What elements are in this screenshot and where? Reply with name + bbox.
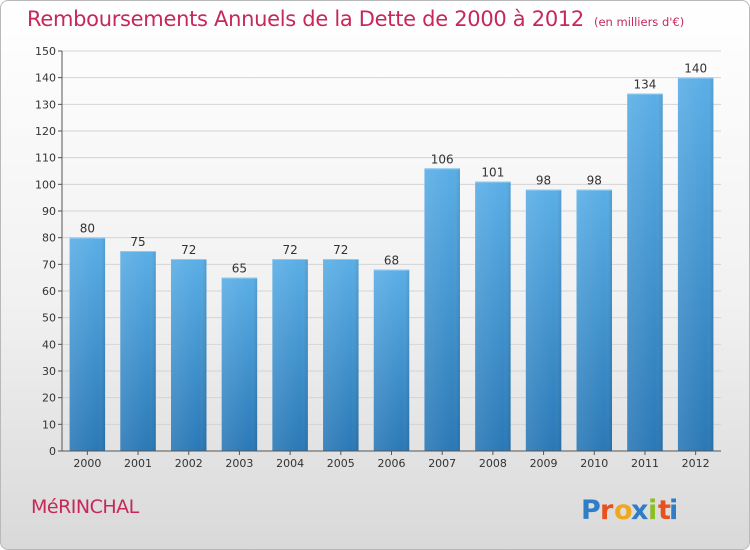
bar-shade xyxy=(576,189,613,451)
bar-shade xyxy=(627,93,663,452)
bar-value-label: 140 xyxy=(684,62,707,76)
y-tick-label: 90 xyxy=(42,205,56,218)
logo-letter: r xyxy=(600,495,614,525)
bar-shade xyxy=(525,189,562,451)
axes: 0 10 20 30 40 50 60 70 80 90 100 110 120 130 140 150 200… xyxy=(35,45,721,470)
logo-letter: o xyxy=(614,495,633,525)
bar-shade xyxy=(424,168,460,452)
y-tick-label: 150 xyxy=(35,45,56,58)
bar-shade xyxy=(677,77,714,452)
x-tick-label: 2004 xyxy=(276,457,304,470)
x-tick-label: 2008 xyxy=(479,457,507,470)
bar-shade xyxy=(69,237,106,451)
bar-shade xyxy=(272,259,308,451)
bar-value-label: 68 xyxy=(384,254,399,268)
y-tick-label: 20 xyxy=(42,392,56,405)
bar-value-label: 65 xyxy=(232,262,247,276)
bar-value-label: 72 xyxy=(333,243,348,257)
y-tick-label: 110 xyxy=(35,152,56,165)
x-tick-label: 2001 xyxy=(124,457,152,470)
bars: 80 75 72 65 72 72 68 106 101 98 98 134 140 xyxy=(69,62,714,452)
chart-title: Remboursements Annuels de la Dette de 20… xyxy=(27,7,684,31)
bar-value-label: 98 xyxy=(587,174,602,188)
y-tick-label: 60 xyxy=(42,285,56,298)
bar-value-label: 75 xyxy=(130,235,145,249)
bar-value-label: 101 xyxy=(481,166,504,180)
logo-letter: t xyxy=(658,495,671,525)
x-tick-label: 2000 xyxy=(73,457,101,470)
y-tick-label: 40 xyxy=(42,338,56,351)
x-tick-label: 2011 xyxy=(631,457,659,470)
y-tick-label: 10 xyxy=(42,418,56,431)
y-tick-label: 30 xyxy=(42,365,56,378)
x-tick-label: 2002 xyxy=(175,457,203,470)
bar-shade xyxy=(373,269,410,451)
y-tick-label: 70 xyxy=(42,258,56,271)
bar-shade xyxy=(120,251,156,451)
bar-value-label: 134 xyxy=(634,78,657,92)
x-tick-label: 2010 xyxy=(580,457,608,470)
bar-shade xyxy=(221,277,258,451)
x-tick-label: 2007 xyxy=(428,457,456,470)
x-tick-label: 2012 xyxy=(682,457,710,470)
y-tick-label: 100 xyxy=(35,178,56,191)
bar-shade xyxy=(323,259,359,451)
commune-name: MéRINCHAL xyxy=(31,496,139,518)
bar-value-label: 98 xyxy=(536,174,551,188)
logo-letter: P xyxy=(581,495,601,525)
chart-title-text: Remboursements Annuels de la Dette de 20… xyxy=(27,7,584,31)
y-tick-label: 0 xyxy=(49,445,56,458)
bar-value-label: 72 xyxy=(181,243,196,257)
chart-unit: (en milliers d'€) xyxy=(594,15,685,29)
y-tick-label: 80 xyxy=(42,232,56,245)
bar-shade xyxy=(475,181,511,451)
logo-letter: x xyxy=(631,495,648,525)
x-tick-label: 2003 xyxy=(225,457,253,470)
bar-value-label: 80 xyxy=(80,222,95,236)
y-tick-label: 50 xyxy=(42,312,56,325)
x-tick-label: 2006 xyxy=(378,457,406,470)
bar-chart: 80 75 72 65 72 72 68 106 101 98 98 134 140 0 10 20 30 40… xyxy=(35,45,721,470)
logo-letter: i xyxy=(669,495,678,525)
bar-value-label: 106 xyxy=(431,152,454,166)
bar-value-label: 72 xyxy=(282,243,297,257)
x-tick-label: 2005 xyxy=(327,457,355,470)
bar-shade xyxy=(170,259,207,451)
y-tick-label: 140 xyxy=(35,72,56,85)
logo-letter: i xyxy=(648,495,657,525)
y-tick-label: 130 xyxy=(35,98,56,111)
y-tick-label: 120 xyxy=(35,125,56,138)
x-tick-label: 2009 xyxy=(530,457,558,470)
